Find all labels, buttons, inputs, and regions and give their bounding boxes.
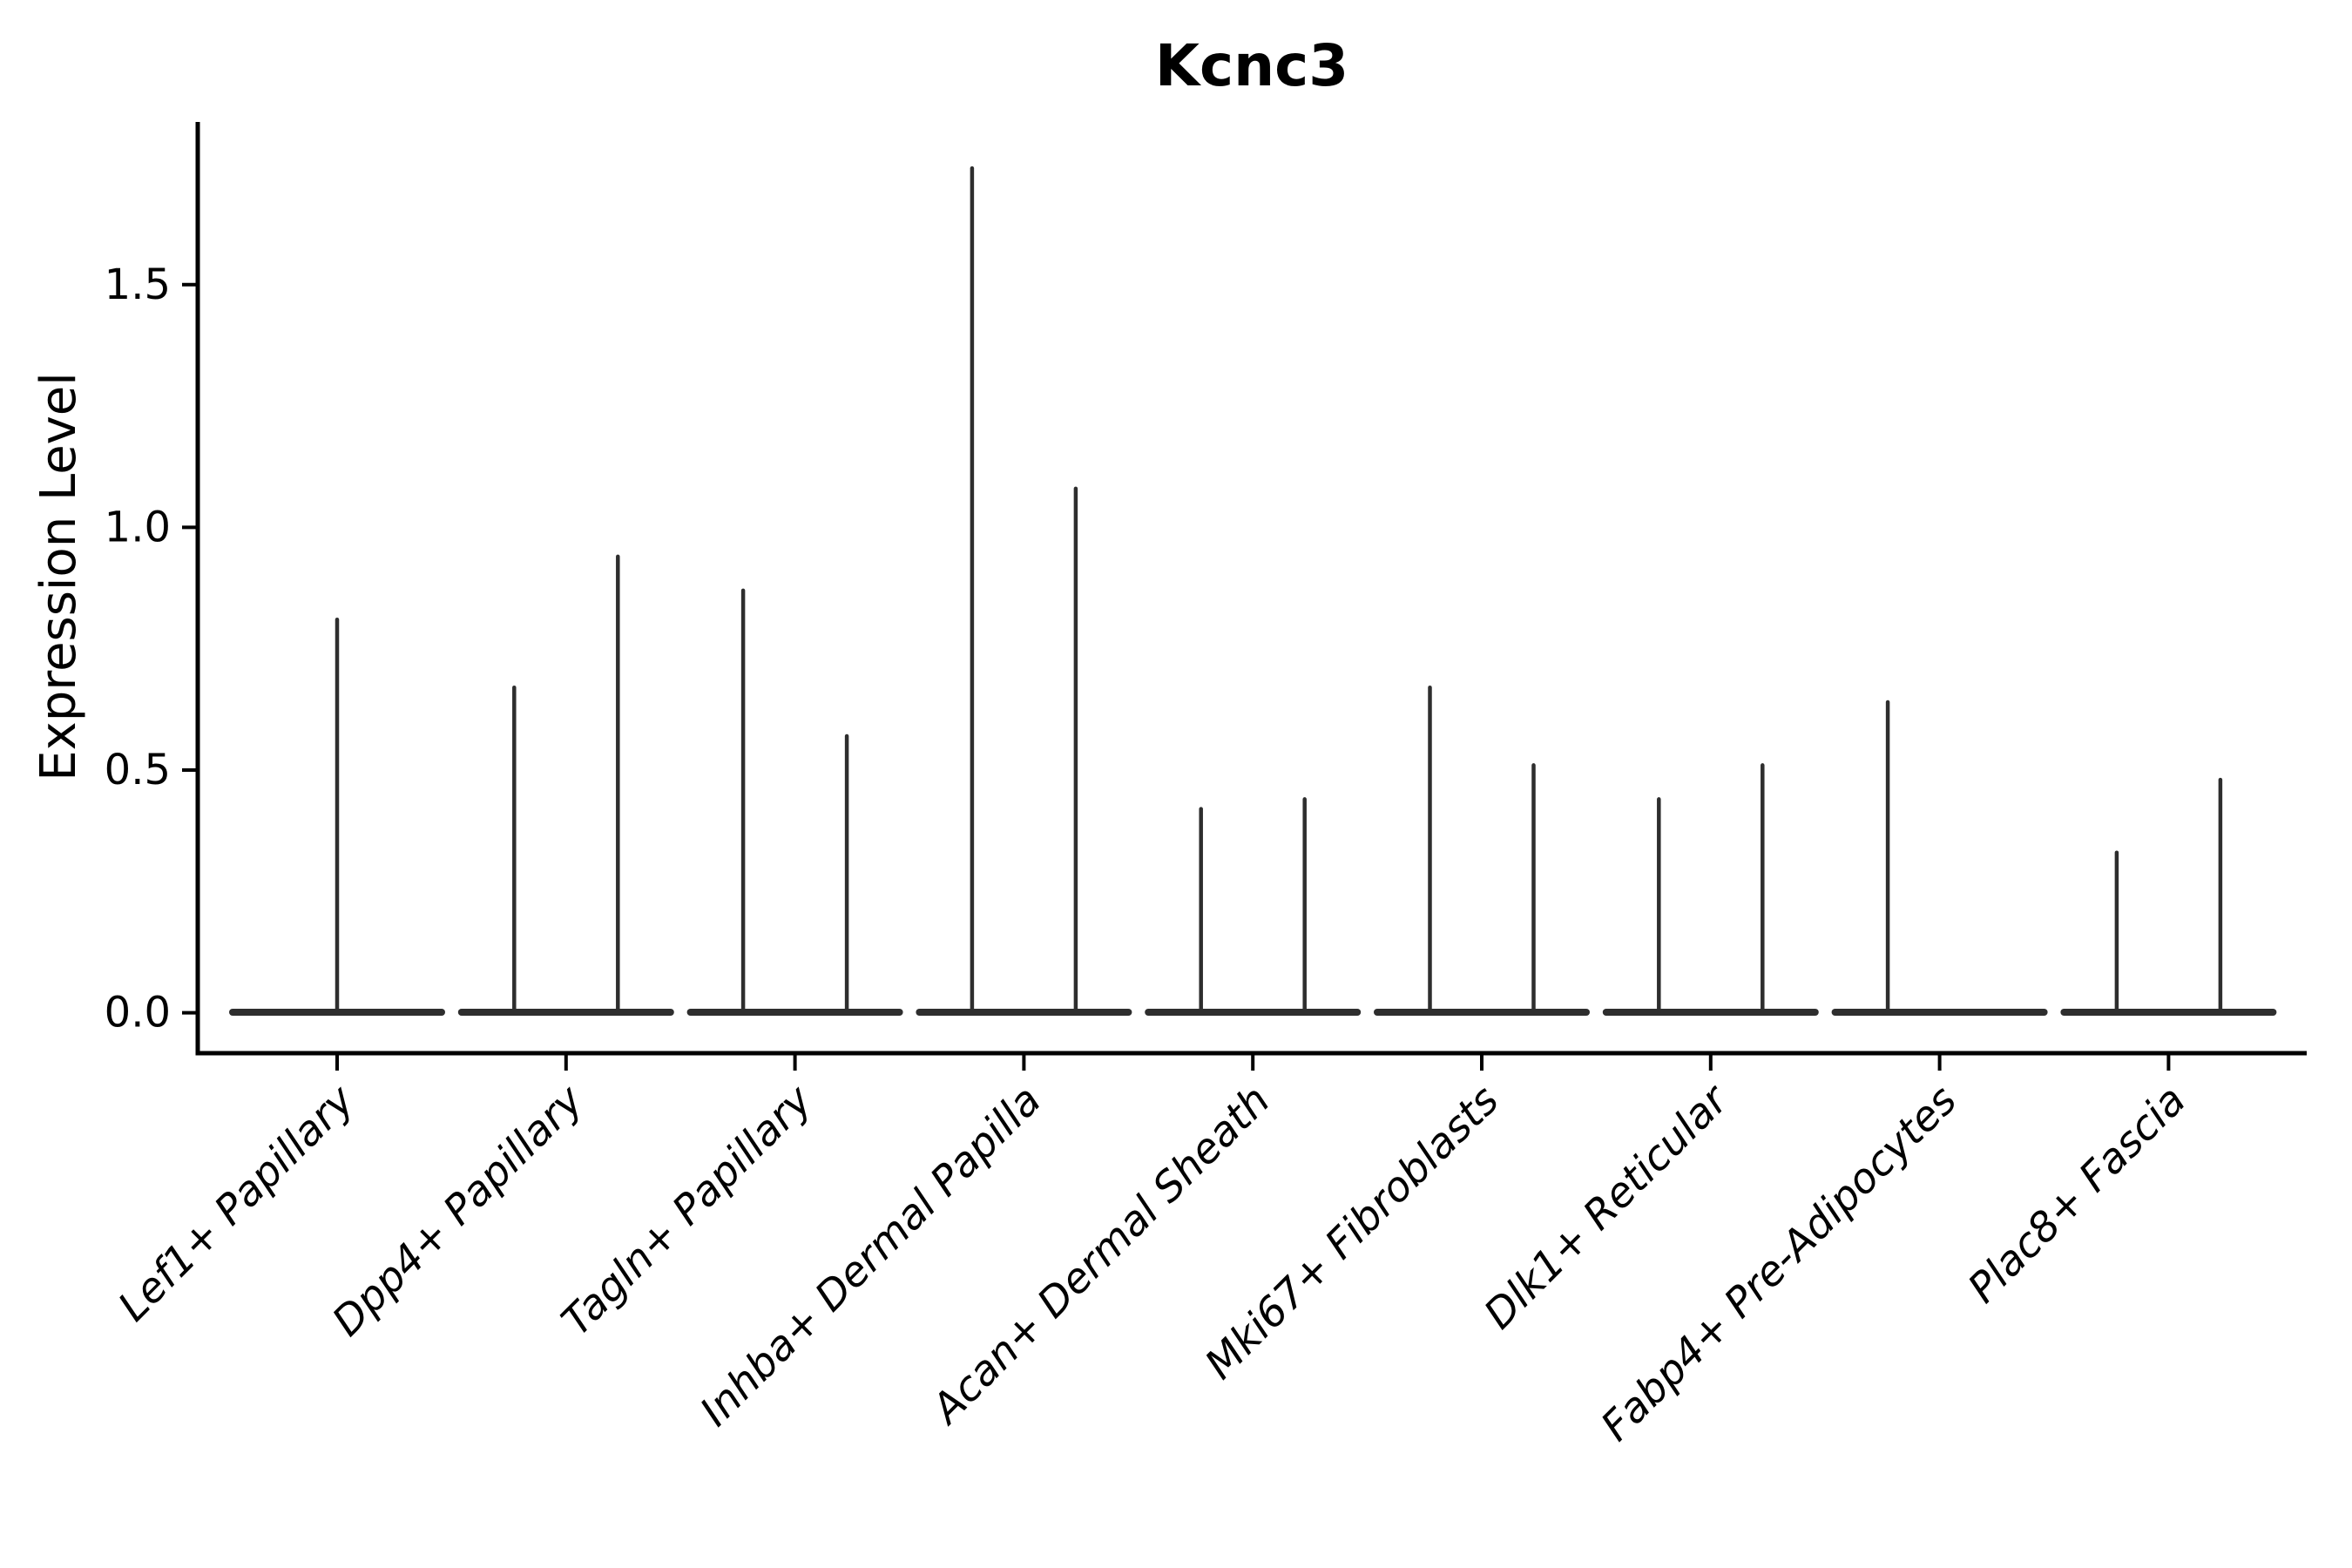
y-tick-label: 0.5 xyxy=(105,746,171,794)
x-tick-label: Dpp4+ Papillary xyxy=(323,1076,593,1346)
x-tick-label: Dlk1+ Reticular xyxy=(1475,1075,1739,1339)
y-tick-label: 0.0 xyxy=(105,989,171,1037)
y-tick-label: 1.5 xyxy=(105,260,171,309)
x-tick-label: Tagln+ Papillary xyxy=(552,1076,822,1346)
x-tick-label: Lef1+ Papillary xyxy=(109,1076,364,1331)
y-tick-label: 1.0 xyxy=(105,503,171,551)
x-tick-label: Plac8+ Fascia xyxy=(1959,1077,2195,1313)
y-axis-label: Expression Level xyxy=(30,372,87,781)
chart-title: Kcnc3 xyxy=(1155,32,1348,99)
